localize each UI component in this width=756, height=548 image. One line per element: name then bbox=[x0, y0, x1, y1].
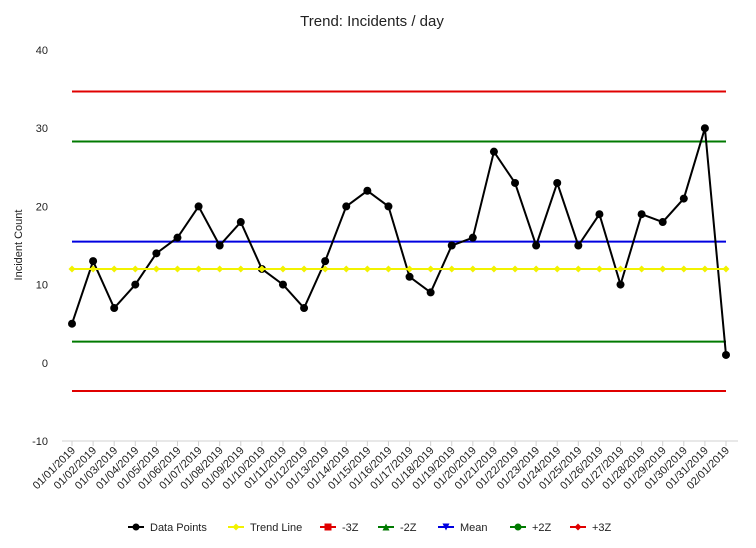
trend-line-point bbox=[595, 265, 603, 273]
plot-area: -1001020304001/01/201901/02/201901/03/20… bbox=[31, 45, 738, 492]
trend-line-point bbox=[300, 265, 308, 273]
data-points-point bbox=[384, 202, 393, 211]
y-tick-label: 0 bbox=[42, 358, 48, 370]
trend-line-point bbox=[553, 265, 561, 273]
legend-item-datapoints: Data Points bbox=[128, 522, 207, 534]
trend-line-point bbox=[89, 265, 97, 273]
data-points-point bbox=[321, 257, 330, 266]
legend: Data Points Trend Line -3Z -2Z Mean +2Z +3Z bbox=[128, 522, 612, 534]
data-points-point bbox=[215, 241, 224, 250]
data-points-point bbox=[173, 233, 182, 242]
legend-label: +3Z bbox=[592, 522, 612, 534]
trend-line-point bbox=[279, 265, 287, 273]
trend-line-point bbox=[638, 265, 646, 273]
data-points-point bbox=[300, 304, 309, 313]
legend-item-2z: -2Z bbox=[378, 522, 417, 534]
trend-line-point bbox=[321, 265, 329, 273]
trend-line-point bbox=[195, 265, 203, 273]
data-points-point bbox=[426, 288, 435, 297]
trend-line-point bbox=[680, 265, 688, 273]
data-points-point bbox=[658, 218, 667, 227]
legend-label: -3Z bbox=[342, 522, 359, 534]
data-points-point bbox=[468, 233, 477, 242]
data-points-point bbox=[405, 272, 414, 281]
legend-swatch-marker bbox=[442, 523, 450, 531]
data-points-point bbox=[595, 210, 604, 219]
data-points-point bbox=[511, 178, 520, 187]
trend-line-point bbox=[701, 265, 709, 273]
legend-swatch-marker bbox=[324, 523, 332, 531]
legend-swatch-marker bbox=[382, 523, 390, 531]
y-tick-label: 20 bbox=[36, 201, 48, 213]
trend-line-point bbox=[511, 265, 519, 273]
trend-line-point bbox=[384, 265, 392, 273]
legend-swatch-marker bbox=[132, 523, 140, 531]
legend-swatch-marker bbox=[514, 523, 522, 531]
trend-line-point bbox=[110, 265, 118, 273]
legend-item-3z: -3Z bbox=[320, 522, 359, 534]
data-points-point bbox=[722, 350, 730, 359]
data-points-point bbox=[363, 186, 372, 195]
data-points-point bbox=[574, 241, 583, 250]
legend-label: Trend Line bbox=[250, 522, 302, 534]
data-points-point bbox=[489, 147, 498, 156]
y-tick-label: 30 bbox=[36, 123, 48, 135]
trend-line-point bbox=[532, 265, 540, 273]
data-points-point bbox=[616, 280, 625, 289]
legend-label: Mean bbox=[460, 522, 488, 534]
trend-line-point bbox=[490, 265, 498, 273]
trend-line-point bbox=[363, 265, 371, 273]
data-points-point bbox=[194, 202, 203, 211]
data-points-line bbox=[71, 127, 727, 356]
data-points-point bbox=[637, 210, 646, 219]
legend-item-3z: +3Z bbox=[570, 522, 612, 534]
data-points-point bbox=[68, 319, 76, 328]
y-tick-label: 40 bbox=[36, 45, 48, 57]
trend-line-point bbox=[469, 265, 477, 273]
data-points-point bbox=[553, 178, 562, 187]
y-tick-label: 10 bbox=[36, 280, 48, 292]
trend-line-point bbox=[617, 265, 625, 273]
trend-line-point bbox=[131, 265, 139, 273]
y-tick-label: -10 bbox=[32, 436, 48, 448]
data-points-point bbox=[700, 124, 709, 133]
chart-title: Trend: Incidents / day bbox=[300, 13, 444, 30]
trend-line-point bbox=[406, 265, 414, 273]
trend-line-point bbox=[427, 265, 435, 273]
trend-line-point bbox=[152, 265, 160, 273]
legend-swatch-marker bbox=[574, 523, 582, 531]
legend-item-mean: Mean bbox=[438, 522, 488, 534]
data-points-point bbox=[236, 218, 245, 227]
trend-line-point bbox=[722, 265, 730, 273]
legend-label: Data Points bbox=[150, 522, 207, 534]
trend-line-point bbox=[258, 265, 266, 273]
legend-item-trendline: Trend Line bbox=[228, 522, 302, 534]
trend-line-point bbox=[173, 265, 181, 273]
trend-line-point bbox=[342, 265, 350, 273]
trend-line-point bbox=[216, 265, 224, 273]
data-points-point bbox=[679, 194, 688, 203]
data-points-point bbox=[447, 241, 456, 250]
legend-swatch-marker bbox=[232, 523, 240, 531]
trend-line-point bbox=[574, 265, 582, 273]
data-points-point bbox=[278, 280, 287, 289]
trend-line-point bbox=[659, 265, 667, 273]
legend-label: +2Z bbox=[532, 522, 552, 534]
trend-line-point bbox=[68, 265, 76, 273]
data-points-point bbox=[152, 249, 161, 258]
data-points-point bbox=[532, 241, 541, 250]
data-points-point bbox=[110, 304, 119, 313]
legend-item-2z: +2Z bbox=[510, 522, 552, 534]
legend-label: -2Z bbox=[400, 522, 417, 534]
trend-line-point bbox=[237, 265, 245, 273]
y-axis-label: Incident Count bbox=[13, 210, 25, 281]
data-points-point bbox=[89, 257, 98, 266]
data-points-point bbox=[131, 280, 140, 289]
trend-line-point bbox=[448, 265, 456, 273]
data-points-point bbox=[342, 202, 351, 211]
